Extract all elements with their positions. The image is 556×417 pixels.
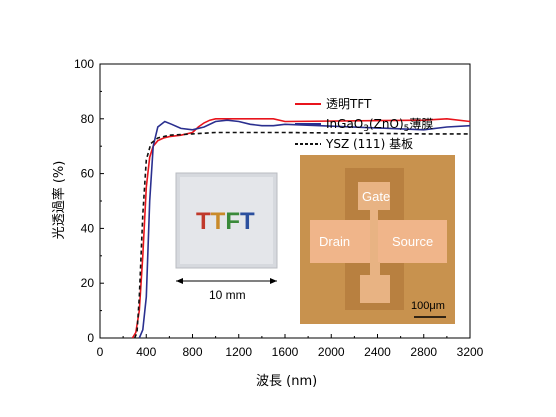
y-tick-label-5: 100: [74, 57, 94, 71]
micrograph-scale-label: 100μm: [411, 300, 445, 312]
scale-arrow-right: [270, 278, 277, 284]
x-tick-label-7: 2800: [410, 345, 437, 359]
drain-label: Drain: [319, 234, 350, 249]
bottom-neck: [370, 262, 380, 276]
y-tick-label-2: 40: [81, 221, 95, 235]
series-layer: [131, 117, 471, 339]
x-tick-label-4: 1600: [272, 345, 299, 359]
x-tick-label-5: 2000: [318, 345, 345, 359]
bottom-pad: [360, 275, 390, 303]
x-tick-label-1: 400: [136, 345, 156, 359]
glass-highlight: [180, 177, 273, 264]
axis-ticks: [99, 63, 471, 339]
legend-label-1: 透明TFT: [326, 97, 372, 111]
series-line-3: [133, 131, 470, 339]
x-tick-label-8: 3200: [457, 345, 484, 359]
drain-pad: [310, 220, 370, 263]
x-tick-label-3: 1200: [225, 345, 252, 359]
source-pad: [378, 220, 447, 263]
ttft-letter-3: F: [225, 208, 240, 235]
x-tick-label-6: 2400: [364, 345, 391, 359]
gate-label: Gate: [362, 189, 390, 204]
scale-arrow-left: [176, 278, 183, 284]
source-label: Source: [392, 234, 433, 249]
y-axis-title: 光透過率 (%): [51, 161, 67, 240]
y-tick-label-3: 60: [81, 167, 95, 181]
tft-photo-inset: TTFT 10 mm: [175, 172, 278, 302]
x-axis-title: 波長 (nm): [256, 374, 317, 389]
gate-line: [370, 210, 378, 262]
legend-label-3: YSZ (111) 基板: [325, 137, 413, 151]
y-tick-label-1: 20: [81, 276, 95, 290]
tick-labels: 0 400 800 1200 1600 2000 2400 2800 3200 0 20 40 60 80…: [74, 57, 484, 359]
gate-pad: [358, 182, 390, 210]
series-line-2: [138, 119, 471, 339]
ttft-letter-1: T: [196, 208, 211, 235]
ttft-letter-2: T: [211, 208, 226, 235]
x-tick-label-0: 0: [97, 345, 104, 359]
y-tick-label-0: 0: [87, 331, 94, 345]
ttft-letter-4: T: [240, 208, 255, 235]
legend: 透明TFT InGaO3(ZnO)5薄膜 YSZ (111) 基板: [295, 97, 433, 151]
ttft-letters: TTFT: [196, 208, 255, 235]
y-tick-label-4: 80: [81, 112, 95, 126]
x-tick-label-2: 800: [182, 345, 202, 359]
micrograph-inset: Gate Drain Source 100μm: [300, 155, 455, 324]
photo-scale-label: 10 mm: [209, 288, 246, 302]
series-line-1: [131, 117, 471, 339]
legend-label-2: InGaO3(ZnO)5薄膜: [326, 116, 433, 134]
